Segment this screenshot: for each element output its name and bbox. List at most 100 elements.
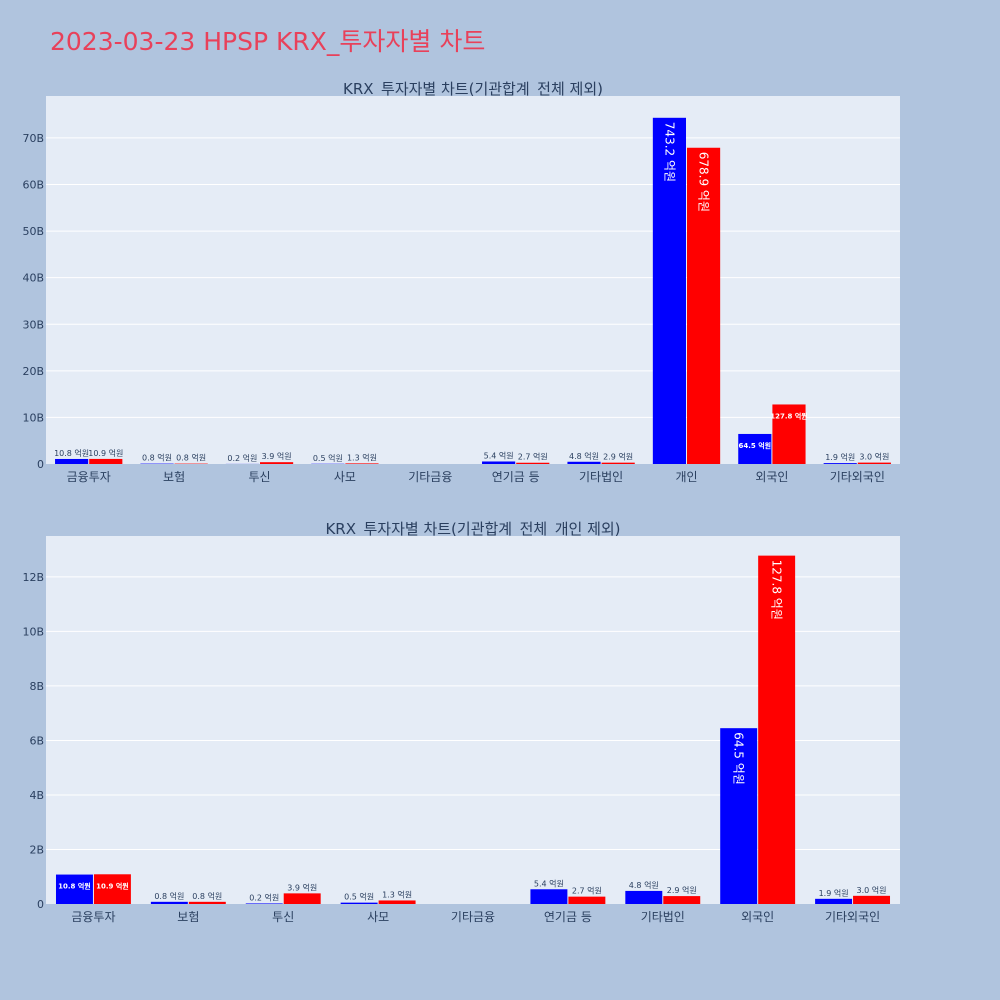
data-label: 10.9 억원 [96, 881, 129, 890]
y-tick-label: 40B [22, 272, 44, 285]
chart-title: KRX_투자자별 차트(기관합계_전체 제외) [343, 80, 603, 99]
bar [625, 890, 663, 904]
y-tick-label: 0 [37, 898, 44, 911]
data-label: 1.3 억원 [382, 889, 412, 899]
data-label: 0.2 억원 [249, 892, 279, 902]
data-label: 0.8 억원 [192, 891, 222, 901]
page-title: 2023-03-23 HPSP KRX_투자자별 차트 [50, 27, 486, 56]
y-tick-label: 50B [22, 225, 44, 238]
plot-area [46, 536, 900, 904]
y-tick-label: 10B [22, 411, 44, 424]
x-tick-label: 기타외국인 [825, 910, 880, 924]
data-label: 5.4 억원 [534, 878, 564, 888]
plot-area [46, 96, 900, 464]
data-label: 64.5 억원 [739, 441, 772, 450]
data-label: 1.9 억원 [819, 888, 849, 898]
data-label: 2.7 억원 [572, 886, 602, 896]
x-tick-label: 금융투자 [67, 470, 111, 484]
x-tick-label: 연기금 등 [492, 470, 540, 484]
x-tick-label: 기타법인 [579, 470, 623, 484]
bar [260, 462, 294, 464]
y-tick-label: 4B [29, 789, 44, 802]
x-tick-label: 기타금융 [451, 910, 495, 924]
data-label: 10.8 억원 [58, 882, 91, 891]
bar [530, 889, 568, 904]
bar [150, 901, 188, 904]
bar [89, 458, 123, 464]
bar [567, 461, 601, 464]
x-tick-label: 투신 [248, 470, 270, 484]
x-tick-label: 기타금융 [408, 470, 452, 484]
data-label: 127.8 억원 [770, 560, 784, 620]
x-tick-label: 외국인 [741, 910, 774, 924]
x-tick-label: 기타법인 [641, 910, 685, 924]
data-label: 0.8 억원 [154, 891, 184, 901]
y-tick-label: 12B [22, 571, 44, 584]
bar [55, 458, 89, 464]
x-tick-label: 연기금 등 [544, 910, 592, 924]
bar [853, 895, 891, 904]
data-label: 743.2 억원 [662, 122, 676, 182]
data-label: 127.8 억원 [770, 411, 807, 420]
data-label: 1.3 억원 [347, 452, 377, 462]
bar [378, 900, 416, 904]
y-tick-label: 8B [29, 680, 44, 693]
bar [720, 728, 758, 904]
bar [601, 462, 635, 464]
x-tick-label: 투신 [272, 910, 294, 924]
x-tick-label: 기타외국인 [830, 470, 885, 484]
x-tick-label: 보험 [177, 910, 199, 924]
data-label: 2.9 억원 [603, 452, 633, 462]
x-tick-label: 사모 [334, 470, 356, 484]
bar [857, 462, 891, 464]
y-tick-label: 70B [22, 132, 44, 145]
x-tick-label: 금융투자 [71, 910, 115, 924]
y-tick-label: 10B [22, 625, 44, 638]
bar [516, 462, 550, 464]
data-label: 2.7 억원 [518, 452, 548, 462]
y-tick-label: 6B [29, 734, 44, 747]
data-label: 0.5 억원 [344, 892, 374, 902]
data-label: 3.9 억원 [287, 882, 317, 892]
data-label: 0.2 억원 [227, 453, 257, 463]
bar [823, 463, 857, 464]
bar [738, 433, 772, 464]
data-label: 5.4 억원 [484, 450, 514, 460]
bar [568, 896, 606, 904]
y-tick-label: 30B [22, 318, 44, 331]
chart-title: KRX_투자자별 차트(기관합계_전체_개인 제외) [325, 520, 620, 539]
bar [758, 555, 796, 904]
data-label: 1.9 억원 [825, 452, 855, 462]
x-tick-label: 외국인 [755, 470, 788, 484]
data-label: 10.9 억원 [88, 448, 123, 458]
bar [772, 404, 806, 464]
bar [687, 147, 721, 464]
bar [482, 461, 516, 464]
x-tick-label: 사모 [367, 910, 389, 924]
data-label: 4.8 억원 [569, 451, 599, 461]
bar [245, 903, 283, 904]
bar [663, 896, 701, 904]
bar [345, 463, 379, 464]
data-label: 64.5 억원 [732, 732, 746, 785]
bar [188, 901, 226, 904]
bar [93, 874, 131, 904]
bar [55, 874, 93, 904]
data-label: 2.9 억원 [667, 885, 697, 895]
bar [340, 902, 378, 904]
y-tick-label: 20B [22, 365, 44, 378]
bar [815, 898, 853, 904]
chart-bottom: KRX_투자자별 차트(기관합계_전체_개인 제외) 0 2B 4B 6B 8B 10B 12… [22, 520, 900, 924]
x-tick-label: 개인 [675, 470, 697, 484]
bar [652, 117, 686, 464]
data-label: 3.0 억원 [857, 885, 887, 895]
y-tick-label: 2B [29, 843, 44, 856]
data-label: 678.9 억원 [697, 152, 711, 212]
bar [283, 893, 321, 904]
data-label: 0.8 억원 [176, 453, 206, 463]
y-tick-label: 60B [22, 179, 44, 192]
y-tick-label: 0 [37, 458, 44, 471]
chart-top: KRX_투자자별 차트(기관합계_전체 제외) 0 10B 20B 30B 40B 50B 6… [22, 80, 900, 484]
data-label: 3.0 억원 [859, 452, 889, 462]
